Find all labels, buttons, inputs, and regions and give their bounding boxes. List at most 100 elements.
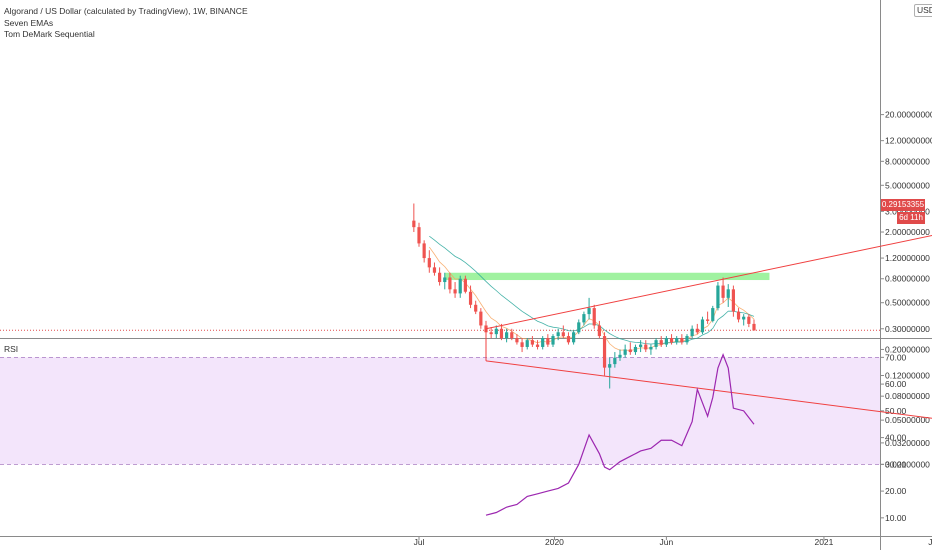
candle-body [618,354,622,358]
chart-title: Algorand / US Dollar (calculated by Trad… [4,6,248,16]
candle-body [525,340,529,347]
candle-body [747,316,751,324]
candle-body [474,304,478,312]
candle-body [633,346,638,353]
candle-body [541,338,545,347]
candle-body [752,323,756,331]
candle-body [556,332,560,337]
rsi-band [0,357,880,465]
candle-body [458,278,462,294]
candle-body [546,338,550,345]
candle-body [680,338,684,343]
candle-body [726,289,730,298]
candle-body [412,220,416,228]
candle-body [417,227,421,244]
candle-body [654,340,658,347]
price-tick-label: 5.00000000 [885,180,930,190]
candle-body [463,278,467,292]
trendline-lower [485,360,932,419]
candle-body [602,336,607,368]
candle-body [649,346,653,350]
price-tick-label: 12.00000000 [885,136,932,146]
price-tick-label: 0.12000000 [885,370,930,380]
candle-body [742,316,746,320]
candle-body [443,277,447,283]
candle-body [716,285,720,309]
candle-body [608,364,612,368]
candle-body [639,344,643,347]
trendline-upper [485,234,932,330]
candle-body [530,340,534,345]
price-tick-label: 0.50000000 [885,298,930,308]
candle-body [690,328,694,337]
candle-body [494,328,498,335]
candle-body [736,311,741,320]
candle-body [432,267,437,273]
candle-body [448,277,452,290]
candle-body [510,332,514,339]
candle-body [561,332,565,337]
price-tick-label: 0.30000000 [885,324,930,334]
price-tick-label: 0.02100000 [885,459,930,469]
indicator-seven-emas[interactable]: Seven EMAs [4,18,54,28]
resistance-zone [444,272,770,281]
candle-body [499,328,504,339]
candle-body [515,338,519,343]
candle-body [587,308,591,315]
price-tick-label: 0.20000000 [885,344,930,354]
candle-body [592,308,596,326]
rsi-tick-label: 20.00 [885,486,907,496]
candle-body [685,336,689,343]
candle-body [505,332,509,339]
candle-body [479,311,483,326]
candle-body [695,328,699,333]
ema-line [428,246,755,352]
candle-body [489,332,493,335]
candle-body [453,289,457,294]
rsi-panel-label[interactable]: RSI [4,344,19,354]
candle-body [664,338,668,345]
candle-body [572,332,576,343]
time-tick-label: Jul [414,537,425,547]
candle-body [669,338,674,343]
price-tick-label: 0.80000000 [885,274,930,284]
price-axis-bg [880,0,932,550]
time-tick-label: 2020 [545,537,564,547]
time-tick-label: Jun [928,537,932,547]
rsi-tick-label: 10.00 [885,513,907,523]
candle-body [468,291,473,305]
candle-body [644,344,648,350]
rsi-tick-label: 60.00 [885,379,907,389]
candle-body [675,338,679,343]
candle-body [721,285,725,298]
rsi-tick-label: 40.00 [885,433,907,443]
candle-body [700,319,705,333]
indicator-td-sequential[interactable]: Tom DeMark Sequential [4,29,95,39]
candle-body [623,349,627,355]
candle-body [628,349,632,353]
rsi-line [485,353,755,516]
time-tick-label: Jun [660,537,674,547]
price-tick-label: 0.05000000 [885,415,930,425]
candle-body [706,319,710,321]
candle-body [551,336,555,345]
candle-body [613,357,617,365]
ema-line [429,235,755,345]
price-tick-label: 1.20000000 [885,253,930,263]
rsi-tick-label: 70.00 [885,352,907,362]
currency-badge[interactable]: USD [914,4,932,17]
candle-body [422,243,426,259]
rsi-tick-label: 50.00 [885,406,907,416]
price-tick-label: 0.08000000 [885,391,930,401]
last-price-tag: 0.29153355 [881,199,925,211]
candle-body [711,308,715,321]
price-tick-label: 20.00000000 [885,110,932,120]
candle-body [731,289,735,312]
time-tick-label: 2021 [814,537,833,547]
rsi-tick-label: 30.00 [885,459,907,469]
price-tick-label: 2.00000000 [885,227,930,237]
candle-body [582,314,586,323]
candle-body [438,272,442,283]
